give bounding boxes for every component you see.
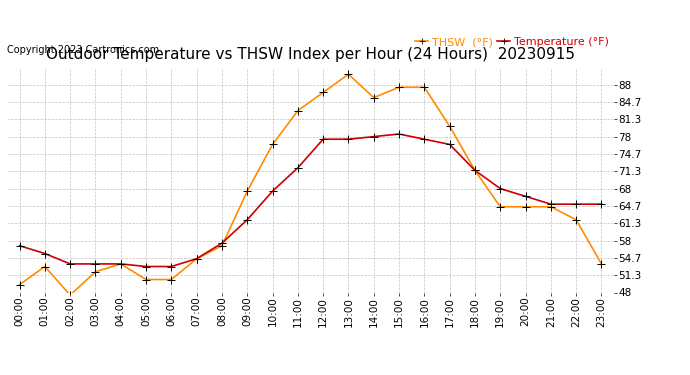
Text: Copyright 2023 Cartronics.com: Copyright 2023 Cartronics.com xyxy=(7,45,159,55)
Legend: THSW  (°F), Temperature (°F): THSW (°F), Temperature (°F) xyxy=(415,37,609,47)
Title: Outdoor Temperature vs THSW Index per Hour (24 Hours)  20230915: Outdoor Temperature vs THSW Index per Ho… xyxy=(46,47,575,62)
